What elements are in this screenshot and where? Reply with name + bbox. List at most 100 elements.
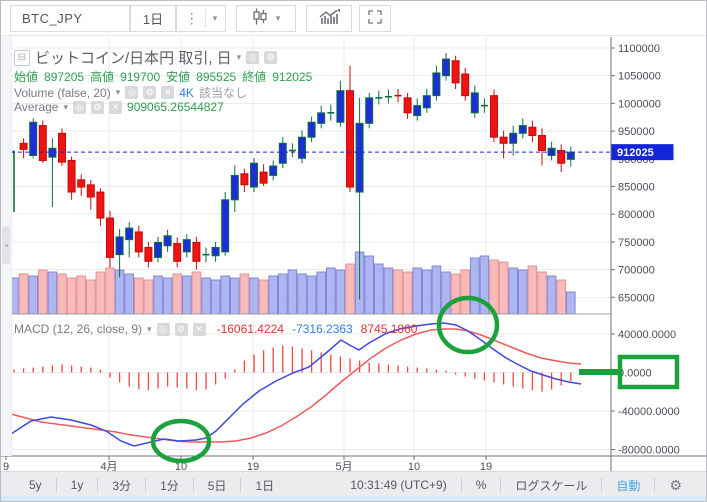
volume-status-value: 4K — [179, 85, 194, 100]
ohlc-value: 912025 — [272, 69, 313, 84]
divider — [204, 9, 207, 27]
toolbar-expand-handle[interactable]: ◂ — [2, 226, 10, 264]
top-toolbar: BTC_JPY 1日 ⋮ ▾ ▾ — [1, 1, 706, 36]
gear-icon[interactable]: ⚙ — [264, 51, 278, 64]
interval-menu-button[interactable]: ⋮ ▾ — [176, 4, 226, 32]
highlight-box — [617, 354, 680, 390]
ohlc-label: 高値 — [90, 70, 115, 84]
settings-gear-icon[interactable]: ⚙ — [669, 476, 682, 493]
macd-values: -16061.4224 -7316.2363 8745.1860 — [217, 322, 418, 336]
chevron-down-icon[interactable]: ▾ — [236, 52, 242, 62]
macd-tick-label: -80000.0000 — [618, 445, 680, 457]
eye-icon[interactable]: ◎ — [156, 322, 170, 336]
macd-axis[interactable]: 40000.0000 0.0000 -40000.0000 -80000.0000 — [611, 329, 680, 457]
average-value: 909065.26544827 — [127, 100, 224, 114]
chart-style-button[interactable]: ▾ — [236, 4, 296, 32]
chevron-down-icon[interactable]: ▾ — [147, 323, 152, 334]
window-bottom-edge — [1, 496, 706, 501]
symbol-button[interactable]: BTC_JPY — [10, 4, 130, 32]
fullscreen-button[interactable] — [359, 4, 391, 32]
log-scale-button[interactable]: ログスケール — [515, 478, 588, 493]
ohlc-value: 919700 — [120, 69, 161, 84]
range-buttons: 5y 1y 3分 1分 5日 1日 — [15, 477, 288, 494]
collapse-legend-icon[interactable]: ⊟ — [14, 49, 30, 66]
time-tick-label: 19 — [247, 461, 259, 471]
average-indicator-label: Average — [14, 100, 59, 114]
bottom-toolbar: 5y 1y 3分 1分 5日 1日 10:31:49 (UTC+9) % ログスケール 自… — [1, 471, 706, 498]
ohlc-values: 始値 897205 高値 919700 安値 895525 終値 912025 — [14, 68, 312, 85]
volume-status-value: 該当なし — [198, 86, 247, 100]
divider — [97, 478, 99, 492]
indicators-icon — [318, 8, 341, 28]
price-tick-label: 800000 — [618, 209, 655, 221]
close-icon[interactable]: ✕ — [161, 86, 175, 99]
auto-scale-button[interactable]: 自動 — [616, 478, 641, 493]
time-tick-label: 10 — [408, 461, 420, 471]
eye-icon[interactable]: ◎ — [125, 86, 139, 99]
indicators-button[interactable] — [306, 4, 352, 32]
annotations — [150, 295, 680, 464]
macd-legend: MACD (12, 26, close, 9) ▾ ◎ ⚙ ✕ -16061.4224 -7… — [14, 322, 417, 336]
divider — [55, 478, 57, 492]
macd-main-line — [10, 322, 582, 447]
gear-icon[interactable]: ⚙ — [91, 100, 105, 114]
symbol-title: ビットコイン/日本円 取引, 日 — [35, 50, 232, 67]
price-tick-label: 850000 — [618, 182, 655, 194]
price-tick-label: 1050000 — [618, 71, 661, 83]
gear-icon[interactable]: ⚙ — [143, 86, 157, 99]
price-axis[interactable]: 1100000105000010000009500009000008500008… — [611, 43, 661, 304]
macd-tick-label: 40000.0000 — [618, 329, 676, 341]
time-tick-label: 10 — [175, 461, 187, 471]
last-price-tag: 912025 — [611, 144, 674, 161]
range-button-3分[interactable]: 3分 — [112, 478, 132, 493]
ohlc-value: 895525 — [196, 69, 237, 84]
svg-text:912025: 912025 — [617, 147, 654, 159]
range-button-1日[interactable]: 1日 — [255, 478, 275, 493]
price-tick-label: 750000 — [618, 237, 655, 249]
macd-tick-label: 0.0000 — [618, 368, 652, 380]
volume-indicator-label: Volume (false, 20) — [14, 85, 111, 100]
divider — [240, 478, 242, 492]
ohlc-value: 897205 — [44, 69, 85, 84]
price-tick-label: 950000 — [618, 126, 655, 138]
candlesticks — [11, 52, 575, 300]
macd-histogram — [13, 345, 572, 392]
chevron-down-icon[interactable]: ▾ — [63, 101, 69, 112]
time-tick-label: 9 — [3, 461, 9, 471]
macd-value: 8745.1860 — [360, 322, 418, 336]
macd-signal-line — [10, 328, 582, 443]
average-legend: Average ▾ ◎ ⚙ ✕ 909065.26544827 — [14, 100, 224, 114]
kebab-icon: ⋮ — [184, 9, 199, 26]
price-tick-label: 650000 — [618, 292, 655, 304]
close-icon[interactable]: ✕ — [192, 322, 206, 336]
interval-button[interactable]: 1日 — [130, 4, 176, 32]
chart-canvas[interactable]: 1100000105000010000009500009000008500008… — [1, 36, 707, 471]
ohlc-label: 安値 — [166, 70, 191, 84]
price-tick-label: 1100000 — [618, 43, 660, 55]
chevron-down-icon[interactable]: ▾ — [115, 87, 121, 97]
eye-icon[interactable]: ◎ — [73, 100, 87, 114]
range-button-5y[interactable]: 5y — [29, 478, 42, 492]
candlestick-icon — [252, 8, 268, 28]
range-button-1分[interactable]: 1分 — [160, 478, 179, 493]
chevron-down-icon: ▾ — [212, 12, 218, 23]
macd-value: -7316.2363 — [291, 322, 353, 336]
close-icon[interactable]: ✕ — [109, 100, 123, 114]
gear-icon[interactable]: ⚙ — [174, 322, 188, 336]
highlight-circle — [436, 295, 500, 355]
range-button-5日[interactable]: 5日 — [207, 478, 227, 493]
divider — [460, 478, 462, 492]
fullscreen-icon — [367, 9, 383, 28]
eye-icon[interactable]: ◎ — [246, 51, 260, 64]
price-tick-label: 700000 — [618, 265, 655, 277]
time-tick-label: 5月 — [335, 461, 352, 471]
symbol-legend: ⊟ ビットコイン/日本円 取引, 日 ▾ ◎ ⚙ — [14, 47, 278, 68]
time-axis[interactable]: 9 4月 10 19 5月 10 19 — [3, 456, 492, 471]
percent-scale-button[interactable]: % — [475, 478, 487, 492]
range-button-1y[interactable]: 1y — [70, 478, 84, 492]
drawing-toolbar-collapsed: ◂ — [1, 36, 12, 456]
macd-tick-label: -40000.0000 — [618, 406, 680, 418]
clock-display[interactable]: 10:31:49 (UTC+9) — [350, 478, 447, 492]
highlight-circle — [150, 418, 212, 464]
